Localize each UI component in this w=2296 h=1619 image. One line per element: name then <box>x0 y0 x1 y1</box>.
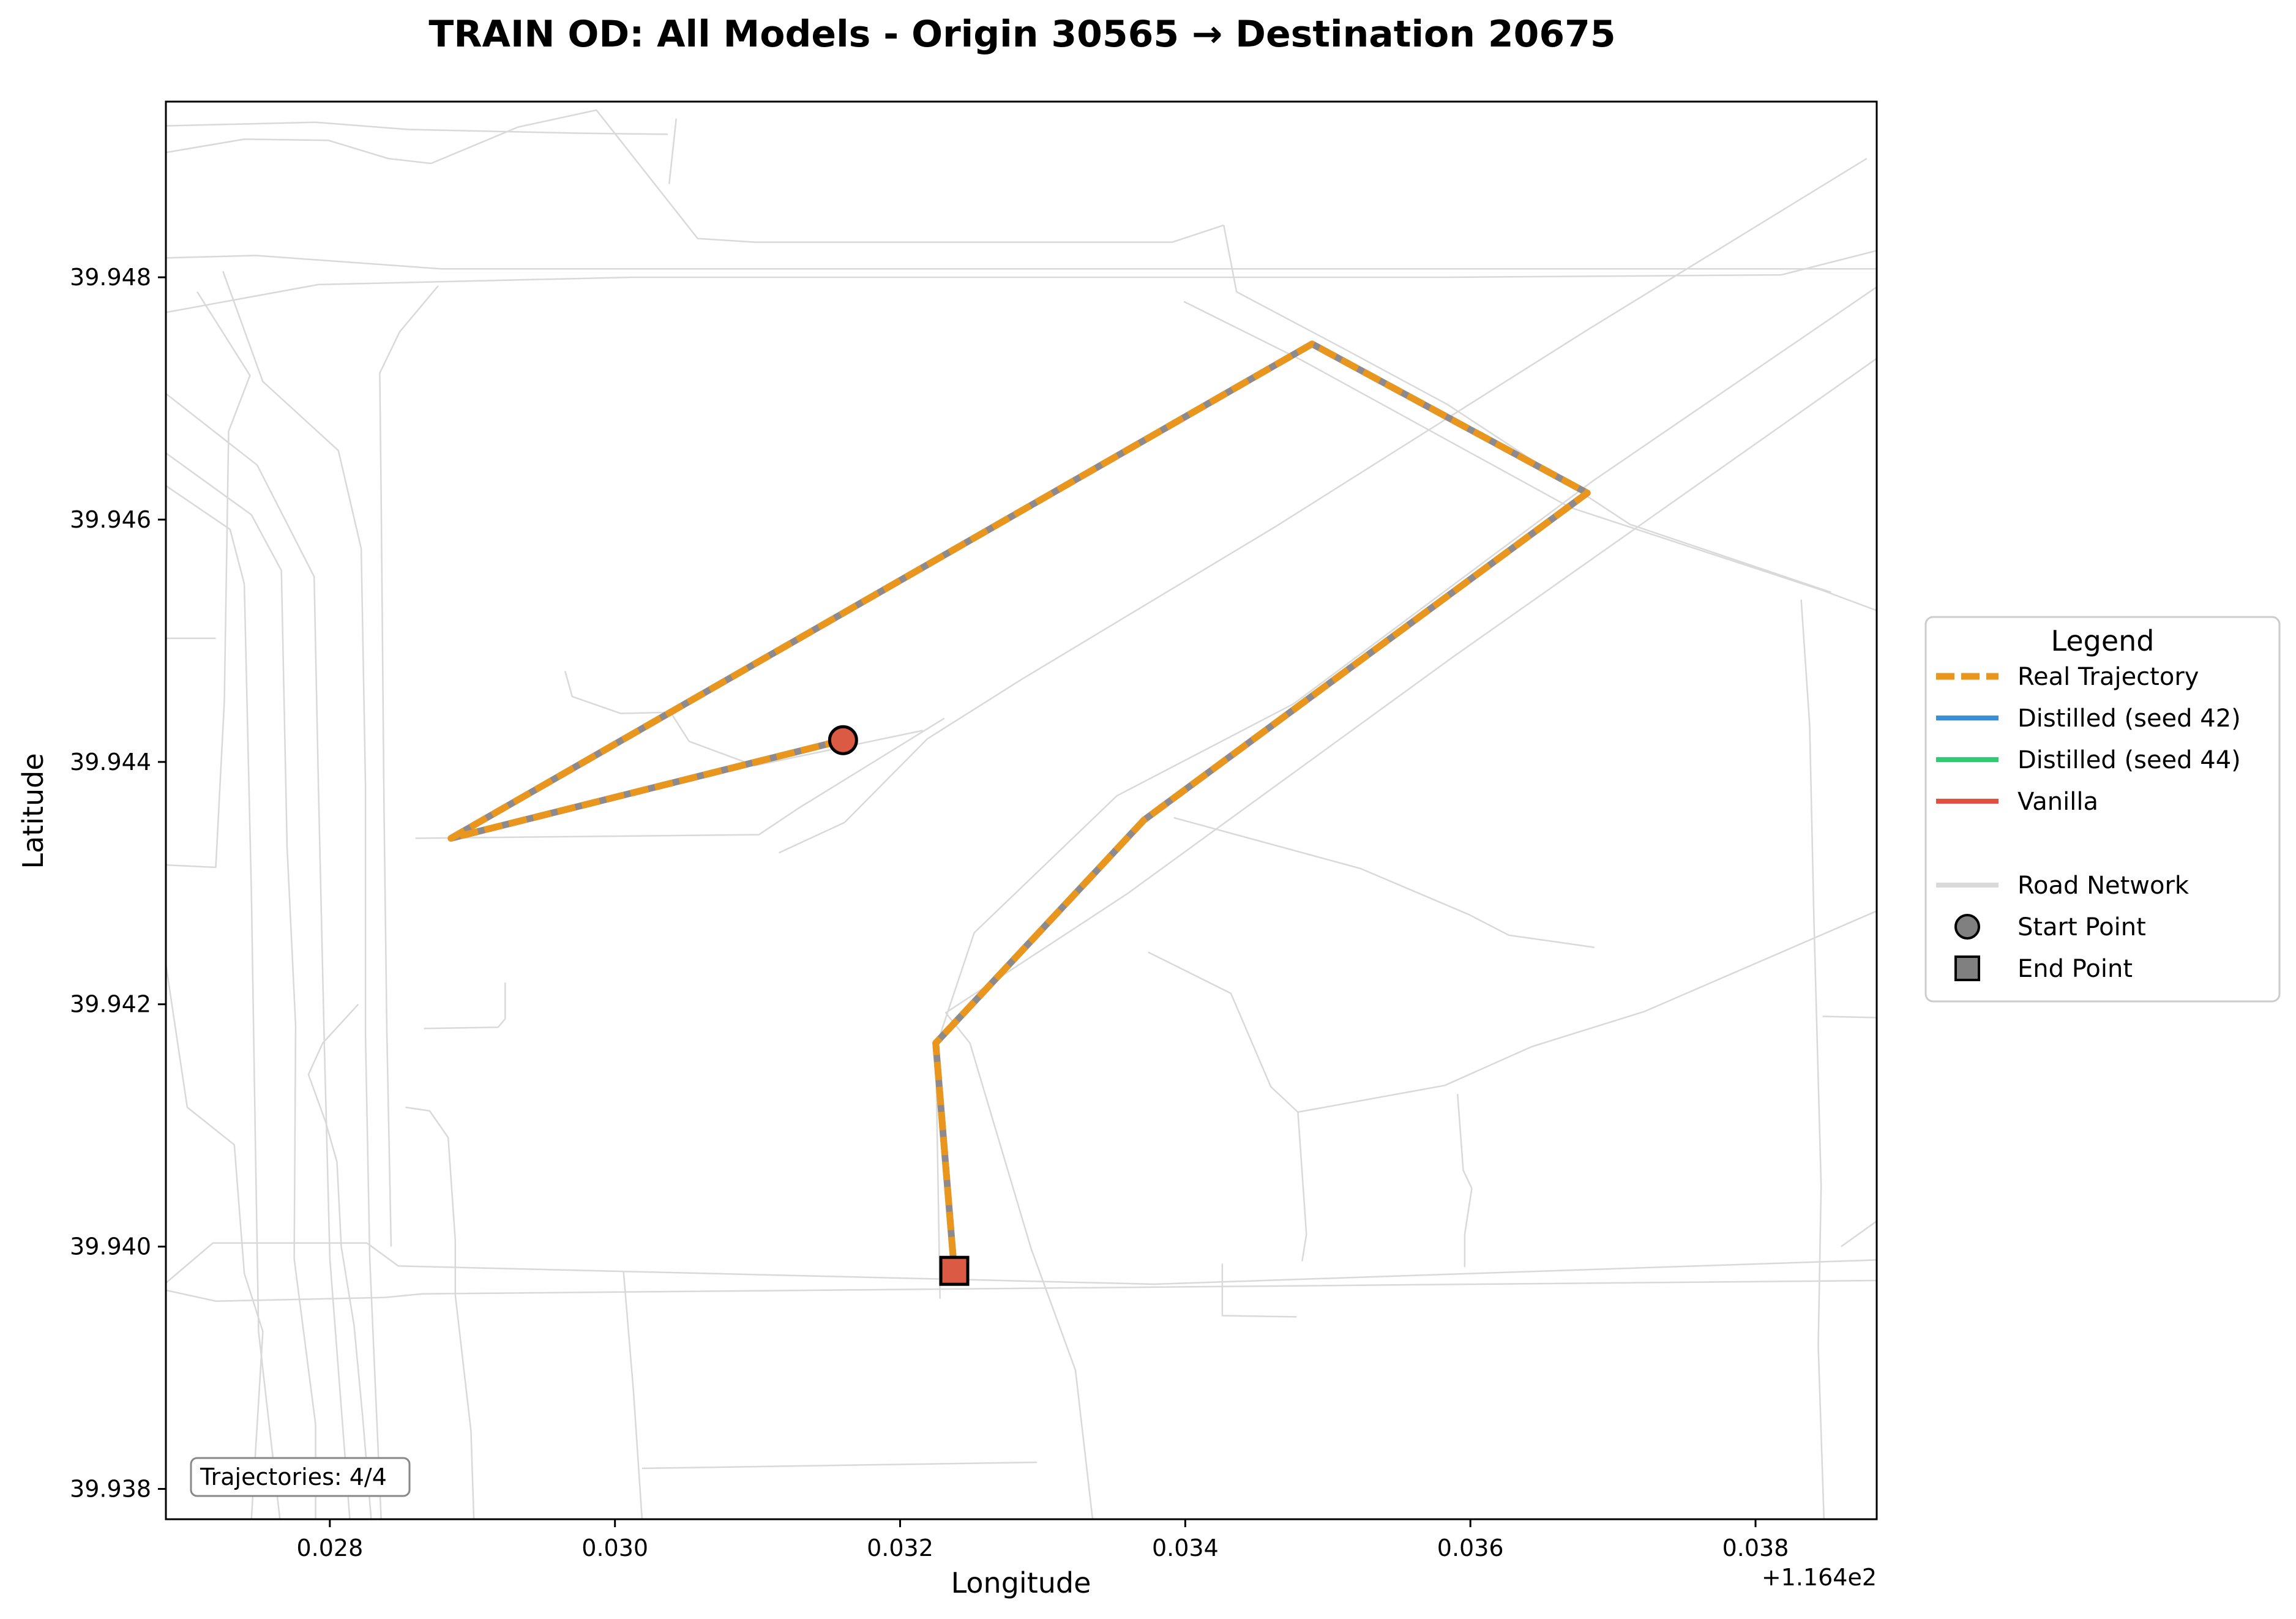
x-axis-ticks: 0.028 0.030 0.032 0.034 0.036 0.038 <box>296 1519 1789 1561</box>
road-segment <box>778 157 1868 854</box>
trajectory-layer <box>447 340 1591 1274</box>
road-segment <box>166 1242 1877 1285</box>
road-segment <box>166 964 264 1519</box>
road-segment <box>1297 1112 1307 1262</box>
legend-square-icon <box>1954 955 1980 981</box>
road-segment <box>166 393 351 1519</box>
legend-circle-icon <box>1954 914 1980 940</box>
real-trajectory-line <box>447 340 1591 1271</box>
x-tick-label: 0.038 <box>1722 1535 1789 1561</box>
road-segment <box>166 250 1877 313</box>
y-tick-label: 39.938 <box>70 1476 151 1503</box>
legend-entry-label: Start Point <box>2017 913 2146 941</box>
legend-title: Legend <box>2051 624 2155 657</box>
legend: Legend Real Trajectory Distilled (seed 42… <box>1924 616 2281 1003</box>
road-segment <box>166 121 668 135</box>
road-segment <box>944 357 1877 1519</box>
y-tick-label: 39.940 <box>70 1233 151 1260</box>
road-segment <box>1822 1015 1877 1019</box>
y-axis-label: Latitude <box>17 753 50 869</box>
road-segment <box>166 126 518 165</box>
legend-entry-label: Vanilla <box>2017 788 2098 816</box>
y-tick-label: 39.942 <box>70 991 151 1018</box>
od-markers <box>828 725 970 1286</box>
road-segment <box>405 1106 475 1519</box>
x-tick-label: 0.030 <box>581 1535 648 1561</box>
road-segment <box>1173 817 1595 948</box>
road-segment <box>166 255 1877 270</box>
road-segment <box>166 1279 1877 1302</box>
legend-entry: Distilled (seed 42) <box>1936 705 2241 733</box>
y-tick-label: 39.946 <box>70 506 151 533</box>
x-axis-label: Longitude <box>951 1566 1091 1599</box>
x-tick-label: 0.036 <box>1437 1535 1504 1561</box>
legend-entry: Start Point <box>1954 913 2146 941</box>
road-segment <box>166 452 316 1519</box>
legend-entry-label: End Point <box>2017 955 2133 983</box>
road-segment <box>166 291 251 869</box>
legend-entry-label: Distilled (seed 44) <box>2017 746 2241 774</box>
road-segment <box>668 118 678 184</box>
road-segment <box>307 1003 359 1247</box>
y-axis-ticks: 39.938 39.940 39.942 39.944 39.946 39.948 <box>70 264 166 1503</box>
legend-entry: Distilled (seed 44) <box>1936 746 2241 774</box>
axes-frame <box>165 100 1878 1520</box>
trajectory-count: Trajectories: 4/4 <box>200 1464 387 1490</box>
road-segment <box>222 271 382 1519</box>
road-segment <box>1148 910 1877 1113</box>
legend-entry: Vanilla <box>1936 788 2098 816</box>
x-tick-label: 0.032 <box>867 1535 933 1561</box>
start-point-marker <box>828 725 858 755</box>
road-segment <box>379 285 439 1247</box>
road-segment <box>166 485 281 1519</box>
chart-title: TRAIN OD: All Models - Origin 30565 → De… <box>428 13 1615 56</box>
road-segment <box>1222 225 1831 593</box>
road-segment <box>623 1272 643 1519</box>
legend-entry: Road Network <box>1936 872 2189 900</box>
legend-entry-label: Real Trajectory <box>2017 663 2199 691</box>
road-segment <box>1841 1220 1877 1247</box>
trajectory-count-box: Trajectories: 4/4 <box>190 1457 411 1497</box>
road-segment <box>518 109 1224 243</box>
end-point-marker <box>939 1255 970 1286</box>
x-tick-label: 0.034 <box>1152 1535 1219 1561</box>
legend-entry: End Point <box>1954 955 2133 983</box>
road-segment <box>1221 1263 1297 1318</box>
legend-entry-label: Road Network <box>2017 872 2189 900</box>
x-axis-offset-label: +1.164e2 <box>1762 1564 1877 1591</box>
road-segment <box>641 1461 1038 1470</box>
road-segment <box>424 982 506 1030</box>
road-segment <box>1456 1094 1473 1268</box>
road-segment <box>415 717 945 839</box>
legend-box <box>1924 616 2281 1003</box>
y-tick-label: 39.948 <box>70 264 151 291</box>
y-tick-label: 39.944 <box>70 749 151 776</box>
road-segment <box>1800 599 1825 1519</box>
legend-entry: Real Trajectory <box>1936 663 2199 691</box>
x-tick-label: 0.028 <box>296 1535 363 1561</box>
legend-entry-label: Distilled (seed 42) <box>2017 705 2241 733</box>
